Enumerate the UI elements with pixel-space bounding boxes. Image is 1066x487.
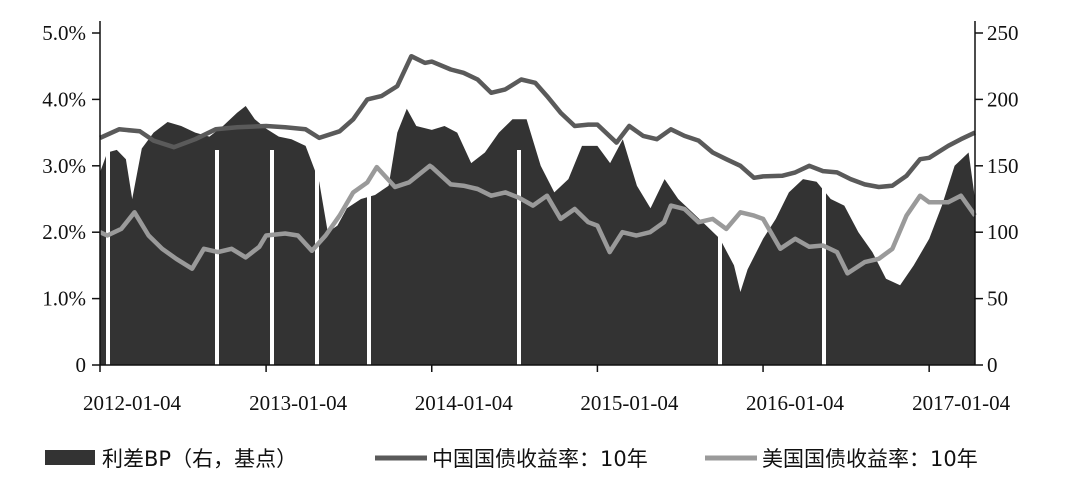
x-tick-label: 2016-01-04: [746, 391, 844, 415]
legend-swatch-spread: [45, 450, 95, 465]
spread-gap-2: [270, 150, 274, 365]
right-tick-label: 150: [987, 154, 1019, 178]
spread-gap-6: [718, 150, 722, 365]
x-tick-label: 2015-01-04: [580, 391, 678, 415]
left-tick-label: 4.0%: [42, 87, 86, 111]
left-tick-label: 1.0%: [42, 287, 86, 311]
right-tick-label: 50: [987, 287, 1008, 311]
legend-label: 美国国债收益率：10年: [762, 447, 978, 471]
right-tick-label: 200: [987, 87, 1019, 111]
right-tick-label: 100: [987, 220, 1019, 244]
spread-gap-3: [315, 150, 319, 365]
spread-area-gaps: [106, 150, 826, 365]
left-tick-label: 3.0%: [42, 154, 86, 178]
right-tick-label: 250: [987, 21, 1019, 45]
spread-area: [100, 106, 975, 365]
spread-gap-5: [517, 150, 521, 365]
legend: 利差BP（右，基点） 中国国债收益率：10年 美国国债收益率：10年: [45, 447, 978, 471]
right-tick-label: 0: [987, 353, 998, 377]
spread-gap-7: [822, 150, 826, 365]
legend-label: 中国国债收益率：10年: [432, 447, 648, 471]
left-tick-label: 0: [76, 353, 87, 377]
spread-gap-4: [367, 150, 371, 365]
spread-area-series: [100, 106, 975, 365]
legend-label: 利差BP（右，基点）: [102, 447, 297, 471]
spread-gap-1: [215, 150, 219, 365]
x-tick-label: 2017-01-04: [912, 391, 1010, 415]
x-tick-label: 2013-01-04: [249, 391, 347, 415]
left-tick-label: 5.0%: [42, 21, 86, 45]
spread-gap-0: [106, 150, 110, 365]
us-10y-yield-line: [99, 163, 977, 276]
left-tick-label: 2.0%: [42, 220, 86, 244]
yield-line-series: [99, 53, 977, 276]
axes: 0 1.0% 2.0% 3.0% 4.0% 5.0% 0 50 100 150 200 250 2012…: [42, 21, 1019, 415]
x-tick-label: 2014-01-04: [415, 391, 513, 415]
x-tick-label: 2012-01-04: [83, 391, 181, 415]
china-10y-yield-line: [99, 53, 976, 190]
